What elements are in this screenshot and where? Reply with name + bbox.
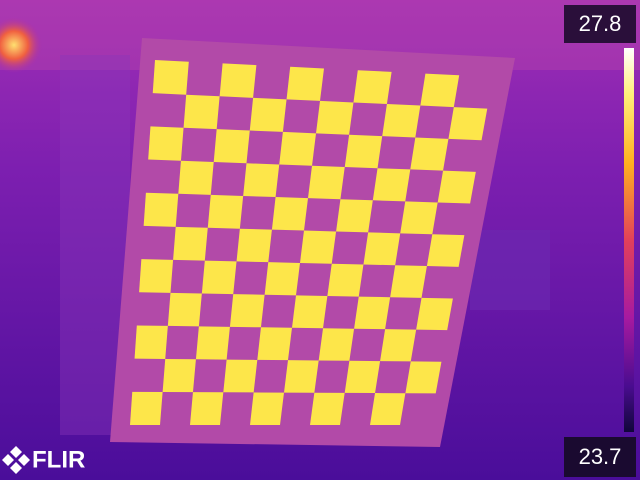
check-square (250, 392, 284, 425)
check-square (400, 201, 438, 235)
max-label: 27.8 (579, 11, 622, 36)
check-square (410, 137, 449, 171)
check-square (167, 292, 202, 327)
check-square (236, 228, 272, 263)
check-square (426, 234, 465, 267)
check-square (284, 360, 319, 393)
check-square (201, 260, 237, 295)
check-square (448, 107, 488, 141)
check-square (372, 168, 411, 202)
check-square (271, 197, 308, 231)
check-square (292, 295, 328, 329)
brand: FLIR (32, 446, 85, 473)
check-square (243, 163, 280, 198)
check-square (420, 73, 460, 108)
check-square (416, 297, 453, 331)
check-square (327, 263, 364, 297)
check-square (130, 391, 163, 425)
min-box (564, 437, 636, 477)
check-square (354, 296, 391, 330)
hot-spot (0, 17, 42, 73)
check-square (219, 63, 257, 98)
checkerboard (130, 60, 488, 425)
check-square (134, 325, 168, 359)
check-square (173, 226, 208, 261)
check-square (300, 230, 337, 264)
check-square (405, 361, 442, 394)
check-square (279, 131, 316, 166)
logo-icon (2, 446, 30, 474)
check-square (213, 129, 250, 164)
check-square (183, 94, 220, 130)
stand (470, 230, 550, 310)
check-square (363, 232, 401, 266)
check-square (390, 265, 427, 298)
check-square (162, 358, 196, 393)
check-square (382, 104, 421, 138)
check-square (336, 199, 373, 233)
check-square (195, 326, 230, 360)
check-square (190, 392, 224, 425)
check-square (318, 328, 355, 361)
check-square (308, 165, 345, 200)
check-square (380, 329, 417, 362)
check-square (344, 360, 381, 394)
check-square (316, 100, 354, 135)
check-square (344, 134, 383, 169)
check-square (353, 70, 392, 104)
check-square (152, 60, 189, 95)
check-square (437, 170, 476, 204)
check-square (264, 262, 300, 296)
check-square (178, 160, 214, 195)
check-square (286, 66, 324, 101)
check-square (148, 126, 184, 161)
max-box (564, 5, 636, 43)
check-square (207, 194, 244, 229)
check-square (229, 294, 265, 328)
check-square (223, 359, 258, 393)
check-square (249, 97, 287, 132)
check-square (370, 393, 406, 425)
color-scale (624, 48, 634, 432)
check-square (139, 259, 174, 293)
min-label: 23.7 (579, 444, 622, 469)
check-square (310, 392, 345, 425)
check-square (257, 327, 292, 361)
check-square (143, 192, 179, 227)
